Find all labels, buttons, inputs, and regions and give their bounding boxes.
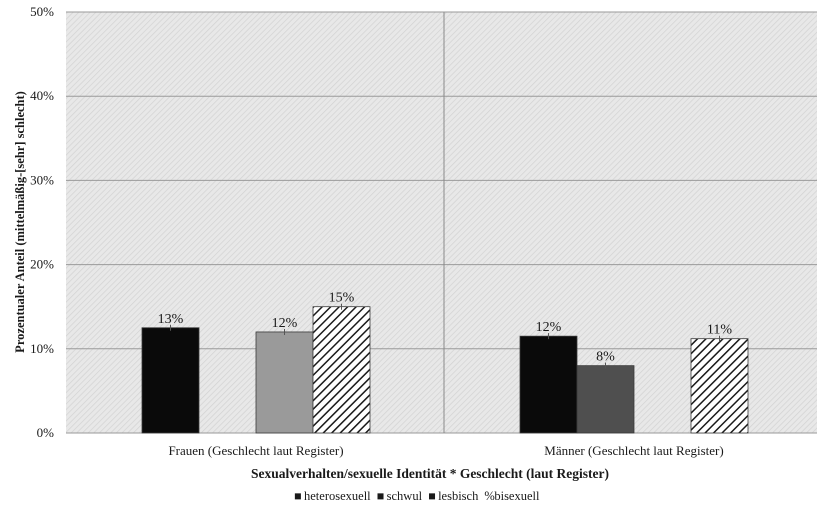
y-tick-label: 30% xyxy=(30,172,54,187)
data-label: 11% xyxy=(707,323,732,338)
legend-symbol: ■ xyxy=(294,489,302,503)
data-label: 12% xyxy=(272,316,298,331)
legend-item-bisexuell: % bisexuell xyxy=(484,489,540,503)
legend-label: bisexuell xyxy=(494,489,540,503)
legend-symbol: % xyxy=(484,489,494,503)
y-axis-title: Prozentualer Anteil (mittelmäßig-[sehr] … xyxy=(13,91,27,353)
y-axis-ticks: 0% 10% 20% 30% 40% 50% xyxy=(30,4,54,440)
legend-label: lesbisch xyxy=(438,489,479,503)
bar-schwul xyxy=(576,365,635,434)
legend-item-heterosexuell: ■ heterosexuell xyxy=(294,489,371,503)
y-tick-label: 50% xyxy=(30,4,54,19)
bar-bisexuell xyxy=(690,338,749,434)
legend-label: heterosexuell xyxy=(304,489,371,503)
data-label: 8% xyxy=(596,350,615,365)
legend-label: schwul xyxy=(387,489,423,503)
y-tick-label: 20% xyxy=(30,257,54,272)
legend: ■ heterosexuell ■ schwul ■ lesbisch% bisexuell xyxy=(294,489,540,503)
legend-symbol: ■ xyxy=(377,489,385,503)
legend-symbol: ■ xyxy=(428,489,436,503)
legend-item-schwul: ■ schwul xyxy=(377,489,423,503)
x-axis-title: Sexualverhalten/sexuelle Identität * Ges… xyxy=(251,466,609,481)
category-label: Männer (Geschlecht laut Register) xyxy=(544,443,723,458)
data-label: 13% xyxy=(158,312,184,327)
bar-heterosexuell xyxy=(519,335,578,434)
y-tick-label: 40% xyxy=(30,88,54,103)
legend-item-lesbisch: ■ lesbisch xyxy=(428,489,479,503)
category-label: Frauen (Geschlecht laut Register) xyxy=(168,443,343,458)
data-label: 15% xyxy=(329,291,355,306)
y-tick-label: 0% xyxy=(37,425,55,440)
bar-lesbisch xyxy=(255,331,314,434)
category-labels: Frauen (Geschlecht laut Register) Männer … xyxy=(168,443,723,458)
bar-heterosexuell xyxy=(141,327,200,434)
y-tick-label: 10% xyxy=(30,341,54,356)
data-label: 12% xyxy=(536,320,562,335)
bar-bisexuell xyxy=(312,306,371,434)
data-labels: 13% 12% 15% 12% 8% 11% xyxy=(158,291,733,365)
bars xyxy=(141,303,749,434)
